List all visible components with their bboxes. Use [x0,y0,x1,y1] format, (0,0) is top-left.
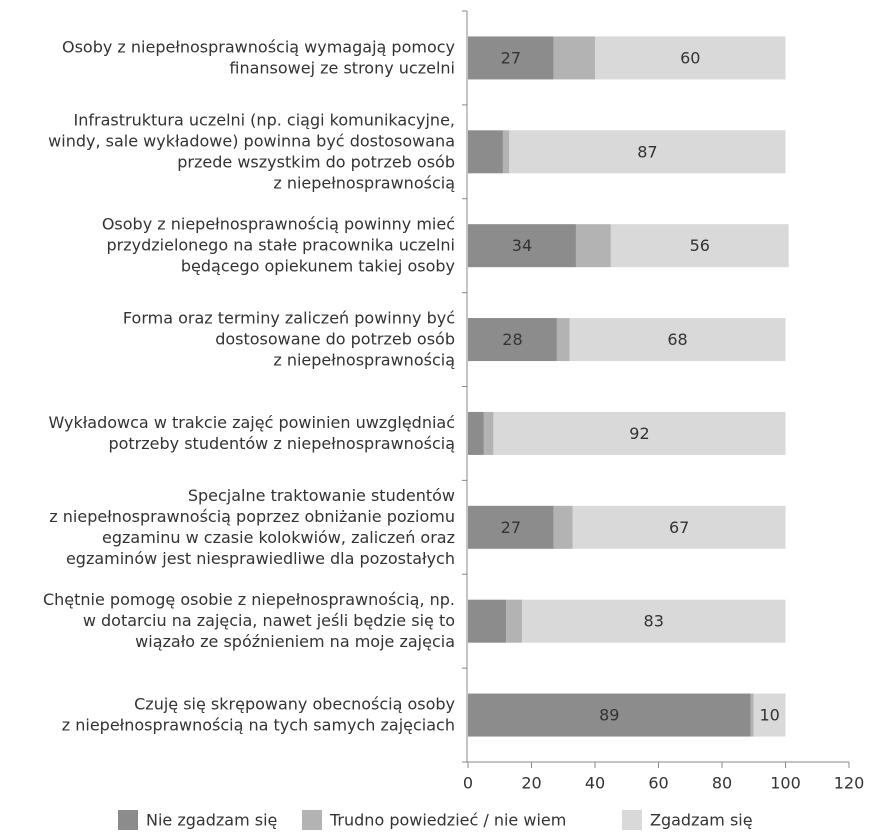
bar-segment [468,599,507,643]
legend-label: Zgadzam się [650,811,753,830]
legend-label: Nie zgadzam się [146,811,277,830]
bar-segment [569,318,786,362]
bar-segment [468,505,554,549]
x-tick-label: 40 [585,774,605,793]
category-label-line: Czuję się skrępowany obecnością osoby [134,694,455,713]
category-label: Infrastruktura uczelni (np. ciągi komuni… [48,110,455,192]
bar-segment [750,693,754,737]
data-label: 87 [637,142,657,161]
bar-segment [468,693,751,737]
bar-segment [572,505,786,549]
category-label-line: egzaminu w czasie kolokwiów, zaliczeń or… [102,527,455,546]
category-label-line: Wykładowca w trakcie zajęć powinien uwzg… [48,412,455,431]
data-label: 34 [512,236,532,255]
bar-segment [575,224,611,268]
bar-segment [556,318,570,362]
x-tick-label: 80 [712,774,732,793]
data-label: 27 [501,48,521,67]
bar-segment [753,693,786,737]
category-label-line: z niepełnosprawnością [273,350,455,369]
x-tick-label: 120 [834,774,865,793]
data-label: 56 [690,236,710,255]
category-label-line: Osoby z niepełnosprawnością wymagają pom… [62,37,455,56]
category-label-line: Forma oraz terminy zaliczeń powinny być [123,308,455,327]
bar-segment [595,36,786,80]
legend-swatch [118,810,138,830]
bar-segment [502,130,510,174]
category-label-line: Specjalne traktowanie studentów [188,485,455,504]
data-label: 89 [599,706,619,725]
data-label: 28 [502,330,522,349]
bar-segment [468,411,484,455]
bar-segment [468,318,557,362]
bar-segment [553,36,595,80]
category-label: Chętnie pomogę osobie z niepełnosprawnoś… [43,590,455,651]
bar-segment [610,224,789,268]
category-label-line: windy, sale wykładowe) powinna być dosto… [48,131,455,150]
category-label-line: Chętnie pomogę osobie z niepełnosprawnoś… [43,590,455,609]
x-tick-label: 100 [770,774,801,793]
legend-swatch [622,810,642,830]
data-label: 10 [759,706,779,725]
category-label: Forma oraz terminy zaliczeń powinny być d… [123,308,455,369]
category-label-line: z niepełnosprawnością na tych samych zaj… [62,715,455,734]
bar-segment [506,599,522,643]
category-label: Wykładowca w trakcie zajęć powinien uwzg… [48,412,455,452]
category-label-line: przydzielonego na stałe pracownika uczel… [107,235,456,254]
bar-segment [509,130,786,174]
data-label: 67 [669,518,689,537]
data-label: 92 [629,424,649,443]
category-label-line: finansowej ze strony uczelni [229,58,455,77]
bar-segment [468,130,503,174]
category-label-line: Osoby z niepełnosprawnością powinny mieć [102,214,455,233]
x-tick-label: 0 [463,774,473,793]
bar-segment [468,36,554,80]
category-label-line: Infrastruktura uczelni (np. ciągi komuni… [74,110,455,129]
data-label: 27 [501,518,521,537]
category-label-line: potrzeby studentów z niepełnosprawnością [108,433,455,452]
category-label: Osoby z niepełnosprawnością wymagają pom… [62,37,455,77]
category-label-line: w dotarciu na zajęcia, nawet jeśli będzi… [83,611,455,630]
data-label: 60 [680,48,700,67]
category-label: Osoby z niepełnosprawnością powinny mieć… [102,214,455,275]
legend-label: Trudno powiedzieć / nie wiem [329,811,566,830]
bar-segment [493,411,786,455]
category-label-line: z niepełnosprawnością [273,173,455,192]
bar-segment [483,411,494,455]
category-label: Specjalne traktowanie studentów z niepełn… [49,485,455,567]
category-label: Czuję się skrępowany obecnością osoby z n… [62,694,455,734]
legend-swatch [302,810,322,830]
x-tick-label: 20 [521,774,541,793]
category-label-line: egzaminów jest niesprawiedliwe dla pozos… [66,548,455,567]
data-label: 83 [644,612,664,631]
category-label-line: z niepełnosprawnością poprzez obniżanie … [49,506,455,525]
category-label-line: dostosowane do potrzeb osób [215,329,455,348]
category-label-line: będącego opiekunem takiej osoby [181,256,455,275]
bar-segment [468,224,576,268]
bar-segment [553,505,573,549]
data-label: 68 [667,330,687,349]
category-label-line: przede wszystkim do potrzeb osób [177,152,455,171]
category-label-line: wiązało ze spóźnieniem na moje zajęcia [135,632,455,651]
x-tick-label: 60 [648,774,668,793]
bar-segment [521,599,786,643]
